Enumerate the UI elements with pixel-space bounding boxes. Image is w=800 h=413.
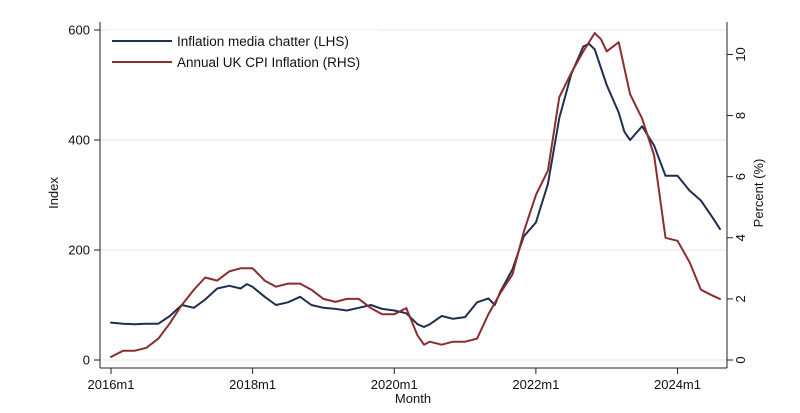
y2-tick-label-0: 0	[733, 356, 748, 363]
y2-axis-title: Percent (%)	[751, 159, 766, 228]
series-line-media-chatter	[110, 42, 721, 328]
series-layer	[110, 32, 721, 358]
x-tick-label-2: 2020m1	[371, 377, 418, 392]
x-axis-title: Month	[395, 391, 431, 406]
y-tick-label-2: 400	[68, 133, 90, 148]
series-line-uk-cpi	[110, 32, 721, 358]
y-tick-label-0: 0	[83, 353, 90, 368]
legend-label-chatter: Inflation media chatter (LHS)	[177, 34, 349, 49]
y2-tick-label-4: 8	[733, 112, 748, 119]
axes	[94, 22, 733, 374]
x-tick-label-0: 2016m1	[88, 377, 135, 392]
x-tick-label-1: 2018m1	[229, 377, 276, 392]
y2-tick-label-3: 6	[733, 173, 748, 180]
y2-tick-label-2: 4	[733, 234, 748, 241]
y-axis-title: Index	[46, 177, 61, 209]
y2-tick-label-1: 2	[733, 295, 748, 302]
legend-box	[107, 30, 379, 74]
y-tick-label-1: 200	[68, 243, 90, 258]
grid-lines	[100, 29, 726, 361]
y2-tick-label-5: 10	[733, 47, 748, 61]
y-tick-label-3: 600	[68, 23, 90, 38]
legend: Inflation media chatter (LHS) Annual UK …	[107, 30, 379, 74]
tick-labels: 0 200 400 600 0 2 4 6 8 10 2016m1 2018m1 2020m1 2022m…	[68, 23, 748, 393]
legend-label-cpi: Annual UK CPI Inflation (RHS)	[177, 55, 360, 70]
x-tick-label-4: 2024m1	[654, 377, 701, 392]
x-tick-label-3: 2022m1	[512, 377, 559, 392]
